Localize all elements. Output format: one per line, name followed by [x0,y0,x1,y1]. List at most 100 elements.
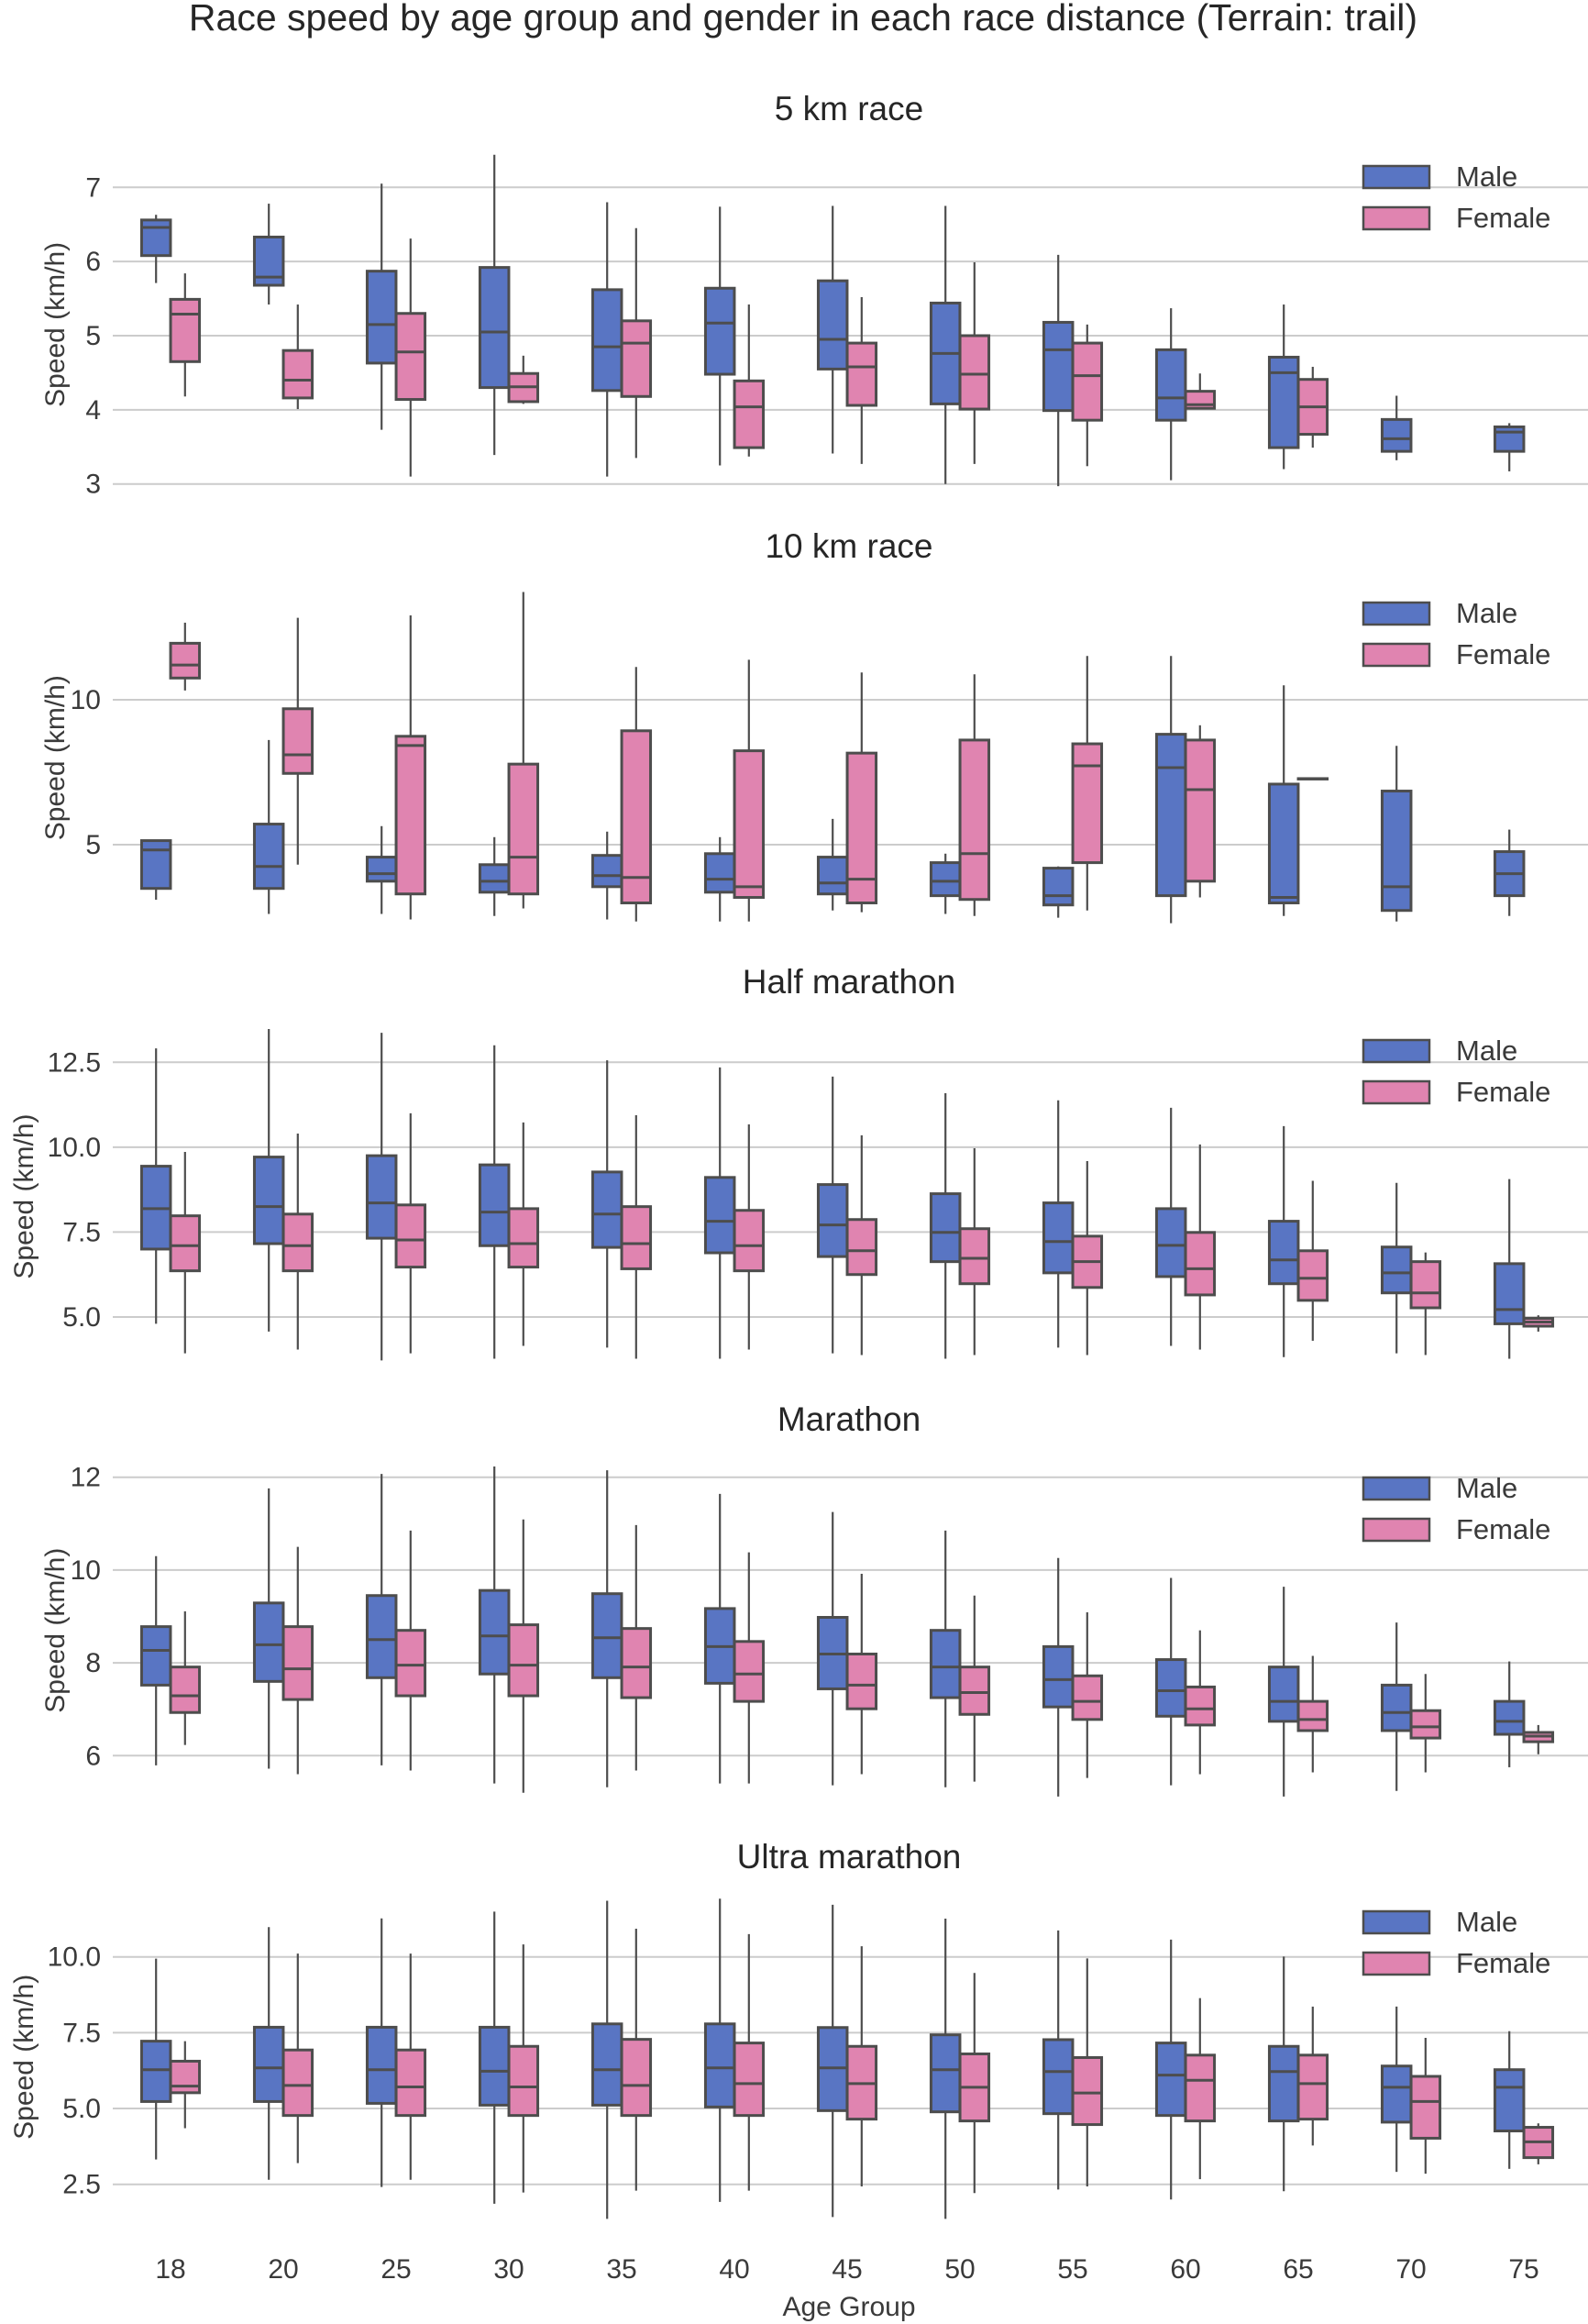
box-iqr [169,1214,202,1273]
box-female-30 [507,355,540,404]
box-male-65 [1267,1956,1300,2192]
box-male-60 [1154,1107,1187,1346]
box-male-75 [1493,1179,1526,1359]
box-male-30 [478,154,511,456]
box-iqr [365,856,398,883]
legend-label-male: Male [1456,1906,1517,1938]
box-male-30 [478,1466,511,1784]
legend-label-female: Female [1456,1513,1550,1545]
box-male-70 [1380,395,1413,460]
box-female-50 [958,1595,991,1782]
box-iqr [929,861,962,898]
legend-label-male: Male [1456,160,1517,193]
box-iqr [252,823,285,891]
box-iqr [816,856,849,896]
x-tick-label: 30 [493,2254,524,2285]
y-tick-label: 7.5 [62,1217,101,1247]
box-male-70 [1380,1622,1413,1791]
x-tick-label: 55 [1057,2254,1087,2285]
box-female-50 [958,674,991,916]
box-iqr [365,270,398,365]
x-tick-label: 45 [832,2254,862,2285]
legend-label-male: Male [1456,597,1517,629]
x-tick-label: 25 [380,2254,411,2285]
box-iqr [478,1163,511,1247]
box-male-50 [929,1092,962,1359]
box-male-50 [929,1919,962,2219]
box-female-18 [169,2041,202,2129]
box-male-50 [929,1530,962,1787]
legend-swatch-female [1362,205,1431,231]
box-male-35 [590,1060,623,1348]
box-female-55 [1071,1611,1104,1778]
y-tick-label: 5.0 [62,1302,101,1333]
box-iqr [816,279,849,371]
box-male-55 [1042,1557,1075,1797]
box-female-70 [1409,1674,1442,1773]
box-male-45 [816,205,849,454]
box-male-18 [139,1555,172,1765]
box-iqr [1184,1231,1217,1297]
y-tick-label: 5.0 [62,2094,101,2124]
box-iqr [394,312,427,402]
box-female-45 [845,1946,878,2187]
y-axis-label: Speed (km/h) [40,1548,71,1713]
box-iqr [620,729,653,905]
box-male-55 [1042,866,1075,918]
box-iqr [365,1594,398,1679]
box-male-25 [365,1474,398,1765]
box-male-20 [252,739,285,914]
series-male [139,1898,1526,2219]
box-iqr [620,1205,653,1270]
box-male-25 [365,1033,398,1361]
box-male-45 [816,1511,849,1786]
box-female-65 [1296,1655,1329,1773]
box-female-40 [733,304,766,457]
legend-swatch-male [1362,164,1431,190]
box-iqr [845,341,878,407]
box-iqr [1154,733,1187,898]
box-iqr [1409,1709,1442,1740]
box-iqr [169,2059,202,2095]
x-axis: 18 20 25 30 35 40 45 50 55 60 65 70 75 [155,2254,1538,2285]
box-iqr [1493,1262,1526,1325]
legend-swatch-female [1362,642,1431,668]
box-female-50 [958,1147,991,1356]
legend: Male Female [1362,160,1550,234]
box-female-45 [845,1134,878,1356]
box-male-20 [252,1029,285,1332]
panel-title: Ultra marathon [737,1838,962,1876]
box-iqr [139,839,172,891]
y-tick-label: 6 [85,247,101,277]
box-iqr [365,1154,398,1240]
box-female-55 [1071,1161,1104,1356]
box-iqr [845,1652,878,1710]
box-iqr [1154,1658,1187,1718]
y-tick-label: 10.0 [48,1133,101,1163]
box-iqr [733,379,766,449]
legend-swatch-male [1362,601,1431,626]
box-iqr [1296,2053,1329,2121]
box-male-70 [1380,1182,1413,1354]
x-tick-label: 50 [944,2254,975,2285]
box-iqr [394,1629,427,1698]
box-male-40 [703,1898,736,2202]
panel-5: Ultra marathon 2.5 5.0 7.5 10.0 Speed (km/h) M… [9,1838,1588,2219]
box-male-55 [1042,1100,1075,1348]
y-tick-label: 10 [71,1555,101,1586]
box-iqr [1296,1249,1329,1302]
box-iqr [733,1209,766,1273]
legend: Male Female [1362,1472,1550,1545]
box-female-18 [169,622,202,691]
box-female-55 [1071,1958,1104,2187]
box-female-55 [1071,656,1104,911]
box-female-30 [507,592,540,909]
box-female-25 [394,615,427,920]
box-iqr [394,2048,427,2118]
box-male-25 [365,1918,398,2187]
box-iqr [252,1601,285,1683]
box-iqr [590,1592,623,1679]
box-male-65 [1267,304,1300,470]
box-male-30 [478,836,511,916]
